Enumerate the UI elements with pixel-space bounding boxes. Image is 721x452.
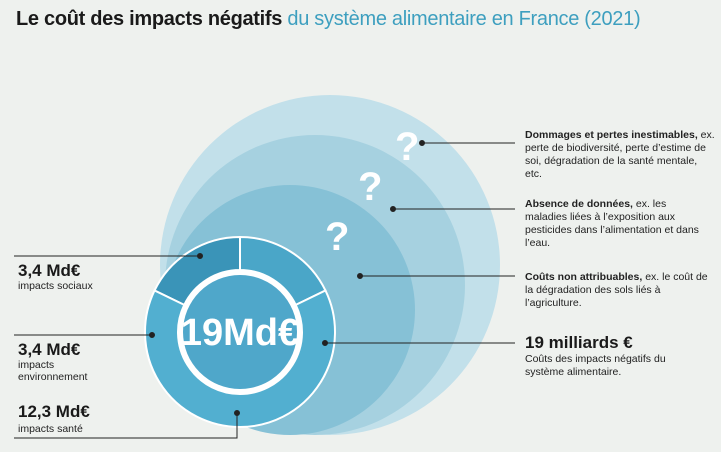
label-non-attribuables-title: Coûts non attribuables, xyxy=(525,271,643,283)
total-center-label: 19Md€ xyxy=(181,312,299,354)
caption-sociaux: impacts sociaux xyxy=(18,280,93,292)
label-non-attribuables: Coûts non attribuables, ex. le coût de l… xyxy=(525,271,715,310)
leader-dot-non-attribuables xyxy=(357,273,363,279)
leader-dot-dommages xyxy=(419,140,425,146)
label-absence-text: ex. les maladies liées à l’exposition au… xyxy=(525,198,699,249)
caption-sante: impacts santé xyxy=(18,423,83,435)
leader-dot-total xyxy=(322,340,328,346)
leader-dot-environnement xyxy=(149,332,155,338)
question-mark-3: ? xyxy=(325,215,349,259)
value-sante: 12,3 Md€ xyxy=(18,402,90,421)
value-environnement: 3,4 Md€ xyxy=(18,340,81,359)
label-dommages-title: Dommages et pertes inestimables, xyxy=(525,129,698,141)
title-part-1: Le coût des impacts négatifs xyxy=(16,8,283,30)
total-value: 19 milliards € xyxy=(525,333,633,352)
label-non-attribuables-text: ex. le coût de la dégradation des sols l… xyxy=(525,271,708,309)
label-dommages: Dommages et pertes inestimables, ex. per… xyxy=(525,129,715,181)
leader-line-sante xyxy=(14,413,238,439)
leader-dot-absence xyxy=(390,206,396,212)
title-part-2: du système alimentaire en France (2021) xyxy=(287,8,641,30)
label-absence: Absence de données, ex. les maladies lié… xyxy=(525,198,705,250)
question-mark-1: ? xyxy=(395,125,419,169)
donut-center xyxy=(183,275,297,389)
chart-title: Le coût des impacts négatifs du système … xyxy=(16,8,641,31)
label-absence-title: Absence de données, xyxy=(525,198,633,210)
total-caption: Coûts des impacts négatifs du système al… xyxy=(525,353,666,378)
caption-environnement: impacts environnement xyxy=(18,359,88,383)
value-sociaux: 3,4 Md€ xyxy=(18,261,81,280)
leader-dot-sante xyxy=(234,410,240,416)
label-dommages-text: ex. perte de biodiversité, perte d’estim… xyxy=(525,129,715,180)
leader-dot-sociaux xyxy=(197,253,203,259)
question-mark-2: ? xyxy=(358,165,382,209)
